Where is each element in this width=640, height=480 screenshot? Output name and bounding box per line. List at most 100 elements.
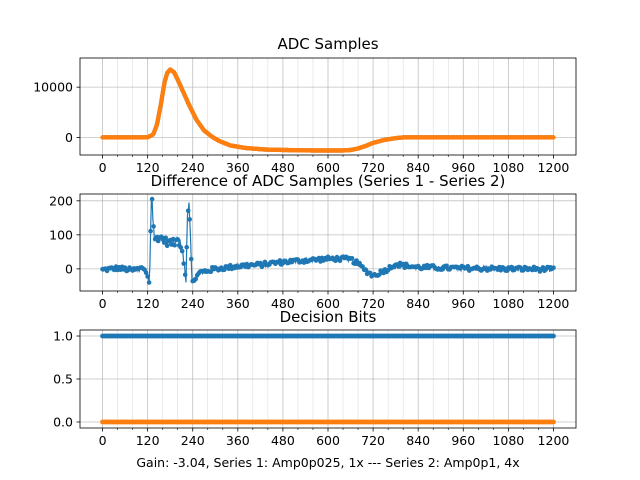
difference-point bbox=[145, 274, 150, 279]
x-axis: 0 120 240 360 480 600 720 840 960 1080 1200 bbox=[99, 428, 570, 448]
series-2-point bbox=[160, 91, 165, 96]
y-axis: 0 10000 bbox=[33, 80, 80, 145]
decision-point-1 bbox=[551, 333, 556, 339]
y-tick-label: 200 bbox=[49, 193, 73, 208]
difference-point bbox=[179, 248, 185, 254]
x-tick-label: 120 bbox=[136, 160, 160, 175]
x-tick-label: 720 bbox=[361, 160, 385, 175]
difference-point bbox=[172, 242, 177, 248]
x-tick-label: 600 bbox=[316, 160, 340, 175]
difference-point bbox=[175, 237, 180, 242]
y-tick-label: 1.0 bbox=[53, 329, 73, 344]
difference-point bbox=[444, 263, 450, 269]
difference-point bbox=[193, 276, 198, 282]
decision-bits-chart: 0 120 240 360 480 600 720 840 960 1080 1200 0.0 0.5 1… bbox=[53, 308, 577, 448]
difference-point bbox=[161, 240, 167, 245]
gain-caption: Gain: -3.04, Series 1: Amp0p025, 1x --- … bbox=[136, 455, 519, 470]
x-tick-label: 240 bbox=[181, 160, 205, 175]
series-2-point bbox=[551, 135, 556, 140]
decision-point-2 bbox=[551, 419, 556, 425]
difference-point bbox=[178, 245, 183, 250]
difference-point bbox=[155, 238, 161, 244]
x-tick-label: 1080 bbox=[492, 160, 524, 175]
x-tick-label: 0 bbox=[99, 160, 107, 175]
y-axis: 0.0 0.5 1.0 bbox=[53, 329, 80, 429]
difference-point bbox=[208, 269, 214, 275]
series-2-point bbox=[178, 84, 183, 89]
x-tick-label: 480 bbox=[271, 160, 295, 175]
series-2-point bbox=[157, 108, 162, 113]
x-tick-label: 1200 bbox=[538, 433, 570, 448]
difference-point bbox=[188, 256, 194, 262]
x-tick-label: 1200 bbox=[538, 160, 570, 175]
difference-point bbox=[277, 258, 283, 263]
difference-point bbox=[143, 270, 149, 276]
x-tick-label: 720 bbox=[361, 433, 385, 448]
y-tick-label: 10000 bbox=[33, 80, 73, 95]
x-tick-label: 1080 bbox=[492, 433, 524, 448]
series-2-point bbox=[177, 80, 182, 86]
x-tick-label: 360 bbox=[226, 433, 250, 448]
series-2-point bbox=[151, 131, 156, 136]
difference-point bbox=[182, 272, 188, 278]
y-tick-label: 0 bbox=[65, 261, 73, 276]
x-tick-label: 120 bbox=[136, 296, 160, 311]
difference-point bbox=[164, 243, 170, 249]
difference-point bbox=[354, 258, 359, 263]
series-2-point bbox=[153, 127, 158, 132]
difference-point bbox=[349, 255, 355, 261]
difference-point bbox=[185, 208, 191, 214]
y-tick-label: 0.5 bbox=[53, 372, 73, 387]
x-tick-label: 960 bbox=[451, 296, 475, 311]
difference-point bbox=[376, 272, 382, 278]
series-marks bbox=[100, 67, 556, 153]
y-tick-label: 0 bbox=[65, 130, 73, 145]
x-tick-label: 0 bbox=[99, 433, 107, 448]
difference-point bbox=[163, 235, 168, 241]
y-tick-label: 0.0 bbox=[53, 414, 73, 429]
difference-title: Difference of ADC Samples (Series 1 - Se… bbox=[151, 172, 506, 190]
x-tick-label: 240 bbox=[181, 433, 205, 448]
y-tick-label: 100 bbox=[49, 227, 73, 242]
adc-samples-title: ADC Samples bbox=[277, 35, 378, 53]
series-marks bbox=[100, 196, 556, 285]
x-tick-label: 720 bbox=[361, 296, 385, 311]
series-2-point bbox=[184, 97, 189, 102]
decision-bits-title: Decision Bits bbox=[280, 308, 377, 326]
adc-samples-chart: 0 120 240 360 480 600 720 840 960 1080 1200 0 10000 A… bbox=[33, 35, 577, 175]
series-2-point bbox=[159, 100, 164, 105]
x-tick-label: 840 bbox=[406, 296, 430, 311]
x-tick-label: 0 bbox=[99, 296, 107, 311]
series-2-point bbox=[183, 94, 188, 99]
x-tick-label: 480 bbox=[271, 433, 295, 448]
x-tick-label: 360 bbox=[226, 160, 250, 175]
x-tick-label: 960 bbox=[451, 433, 475, 448]
difference-point bbox=[187, 217, 192, 222]
difference-point bbox=[184, 244, 189, 250]
x-tick-label: 840 bbox=[406, 433, 430, 448]
x-tick-label: 600 bbox=[316, 433, 340, 448]
difference-point bbox=[465, 263, 471, 269]
series-marks bbox=[100, 333, 556, 425]
series-2-point bbox=[154, 123, 159, 128]
series-2-point bbox=[181, 90, 186, 96]
series-2-point bbox=[163, 76, 168, 81]
x-tick-label: 1200 bbox=[538, 296, 570, 311]
x-tick-label: 120 bbox=[136, 433, 160, 448]
difference-point bbox=[149, 196, 155, 202]
x-tick-label: 960 bbox=[451, 160, 475, 175]
series-2-point bbox=[180, 87, 185, 92]
x-tick-label: 600 bbox=[316, 296, 340, 311]
x-tick-label: 840 bbox=[406, 160, 430, 175]
difference-point bbox=[146, 280, 152, 285]
series-2-point bbox=[175, 77, 180, 82]
y-axis: 0 100 200 bbox=[49, 193, 80, 276]
difference-point bbox=[151, 224, 156, 229]
difference-point bbox=[148, 228, 153, 234]
x-tick-label: 240 bbox=[181, 296, 205, 311]
series-2-point bbox=[156, 116, 161, 121]
x-axis: 0 120 240 360 480 600 720 840 960 1080 1200 bbox=[99, 155, 570, 175]
x-axis: 0 120 240 360 480 600 720 840 960 1080 1200 bbox=[99, 291, 570, 311]
difference-point bbox=[363, 267, 368, 272]
